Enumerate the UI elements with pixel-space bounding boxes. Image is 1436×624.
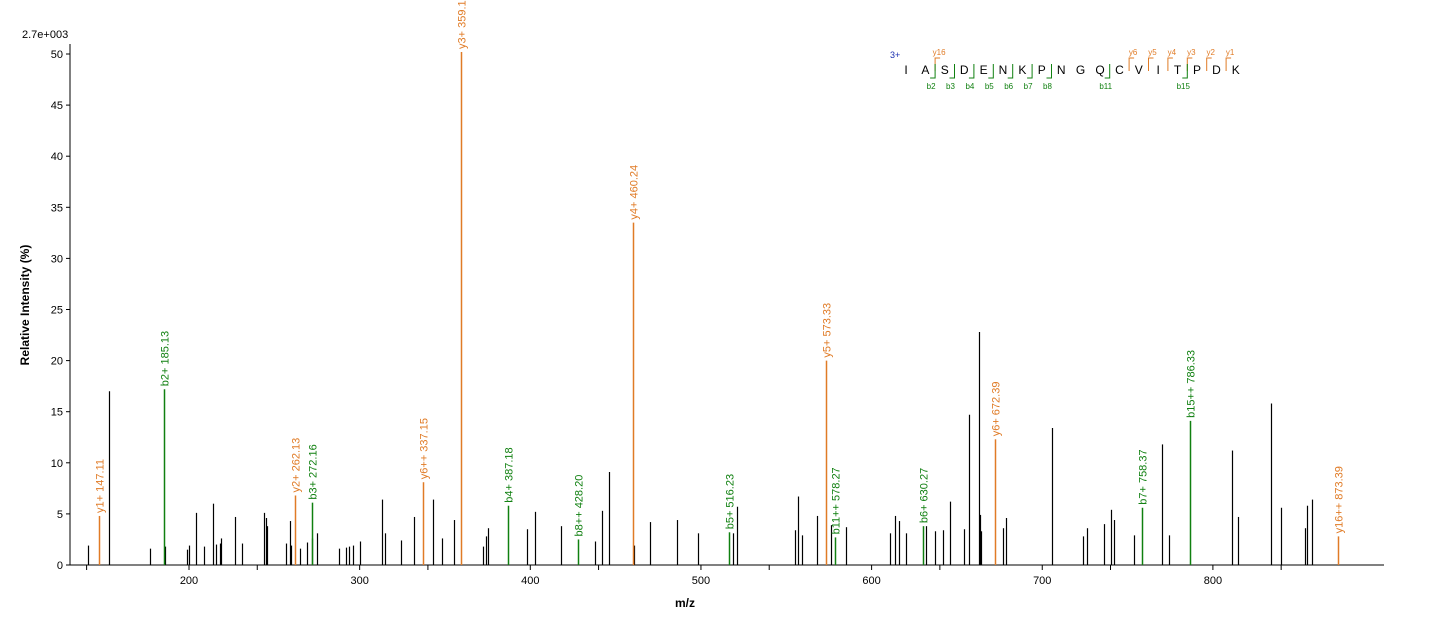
- peak-label: b3+ 272.16: [308, 444, 320, 499]
- axes: [69, 44, 1384, 566]
- peak-label: y6++ 337.15: [419, 418, 431, 479]
- sequence-residue: P: [1193, 63, 1201, 77]
- x-tick-label: 500: [692, 575, 710, 587]
- sequence-residue: I: [904, 63, 907, 77]
- y-tick-label: 40: [51, 151, 63, 163]
- sequence-residue: Q: [1095, 63, 1104, 77]
- x-ticks: 200 300 400 500 600 700 800: [86, 565, 1282, 587]
- x-tick-label: 800: [1204, 575, 1222, 587]
- sequence-residue: C: [1115, 63, 1124, 77]
- sequence-residue: P: [1038, 63, 1046, 77]
- y-ticks: 0 5 10 15 20 25 30 35 40 45 50: [51, 49, 70, 572]
- b-ion-marker: b2: [927, 82, 936, 91]
- y-tick-label: 25: [51, 305, 63, 317]
- sequence-residue: T: [1174, 63, 1182, 77]
- x-tick-label: 700: [1033, 575, 1051, 587]
- x-tick-label: 300: [350, 575, 368, 587]
- y-axis-title: Relative Intensity (%): [18, 245, 32, 366]
- sequence-residue: N: [1057, 63, 1066, 77]
- b-ion-bracket: [968, 64, 975, 79]
- sequence-residue: D: [1212, 63, 1221, 77]
- y-ion-bracket: [1128, 57, 1135, 71]
- y-ion-bracket: [1206, 57, 1212, 71]
- b-ion-marker: b8: [1043, 82, 1052, 91]
- peaks: [87, 51, 1340, 565]
- y-ion-marker: y5: [1148, 48, 1157, 57]
- y-tick-label: 50: [51, 49, 63, 61]
- sequence-residue: V: [1135, 63, 1143, 77]
- b-ion-marker: b3: [946, 82, 955, 91]
- y-ion-marker: y3: [1187, 48, 1196, 57]
- b-ion-marker: b6: [1004, 82, 1013, 91]
- x-tick-label: 600: [862, 575, 880, 587]
- sequence-residue: G: [1076, 63, 1085, 77]
- y-tick-label: 30: [51, 253, 63, 265]
- charge-state-label: 3+: [890, 50, 900, 60]
- b-ion-bracket: [1104, 64, 1111, 79]
- b-ion-bracket: [949, 64, 955, 79]
- peak-label: b2+ 185.13: [160, 331, 172, 386]
- b-ion-bracket: [1046, 64, 1052, 79]
- sequence-residue: N: [999, 63, 1008, 77]
- peak-label: b5+ 516.23: [725, 474, 737, 529]
- sequence-residue: S: [941, 63, 949, 77]
- x-axis-title: m/z: [675, 596, 695, 610]
- y-ion-bracket: [1148, 57, 1154, 71]
- peak-label: b7+ 758.37: [1138, 449, 1150, 504]
- y-tick-label: 35: [51, 202, 63, 214]
- peak-label: y16++ 873.39: [1334, 466, 1346, 533]
- peak-label: b6+ 630.27: [919, 468, 931, 523]
- y-ion-marker: y4: [1168, 48, 1177, 57]
- b-ion-bracket: [988, 64, 994, 79]
- sequence-residue: K: [1018, 63, 1026, 77]
- y-ion-marker: y2: [1206, 48, 1215, 57]
- sequence-residue: K: [1232, 63, 1240, 77]
- peak-label: y3+ 359.19: [457, 0, 469, 49]
- peak-label: b11++ 578.27: [831, 467, 843, 534]
- b-ion-marker: b7: [1024, 82, 1033, 91]
- x-tick-label: 200: [180, 575, 198, 587]
- sequence-residue: E: [980, 63, 988, 77]
- y-ion-marker: y6: [1129, 48, 1138, 57]
- y-ion-marker: y1: [1226, 48, 1235, 57]
- y-tick-label: 20: [51, 356, 63, 368]
- b-ion-bracket: [1182, 64, 1188, 79]
- scale-label: 2.7e+003: [22, 29, 68, 41]
- peak-labels: y1+ 147.11 b2+ 185.13 y2+ 262.13 b3+ 272.16…: [95, 0, 1346, 536]
- b-ion-marker: b11: [1099, 82, 1112, 91]
- b-ion-marker: b15: [1177, 82, 1191, 91]
- y-tick-label: 5: [57, 509, 63, 521]
- b-ion-marker: b4: [965, 82, 974, 91]
- b-ion-bracket: [930, 64, 936, 79]
- peak-label: y1+ 147.11: [95, 459, 107, 513]
- y-tick-label: 0: [57, 560, 63, 572]
- peak-label: y6+ 672.39: [991, 382, 1003, 437]
- b-ion-bracket: [1027, 64, 1033, 79]
- y-tick-label: 15: [51, 407, 63, 419]
- peak-label: y2+ 262.13: [291, 438, 303, 493]
- b-ion-marker: b5: [985, 82, 994, 91]
- sequence-residue: A: [921, 63, 929, 77]
- y-tick-label: 10: [51, 458, 63, 470]
- y-ion-bracket: [934, 57, 941, 71]
- sequence-residue: I: [1157, 63, 1160, 77]
- b-ion-bracket: [1007, 64, 1014, 79]
- x-tick-label: 400: [521, 575, 539, 587]
- y-ion-bracket: [1186, 57, 1193, 71]
- y-ion-bracket: [1225, 57, 1232, 71]
- y-ion-bracket: [1167, 57, 1173, 71]
- y-tick-label: 45: [51, 100, 63, 112]
- peak-label: b8++ 428.20: [574, 475, 586, 537]
- sequence-residue: D: [960, 63, 969, 77]
- peak-label: y5+ 573.33: [822, 303, 834, 358]
- y-ion-marker: y16: [933, 48, 946, 57]
- peak-label: b4+ 387.18: [504, 447, 516, 502]
- peak-label: b15++ 786.33: [1186, 350, 1198, 418]
- peak-label: y4+ 460.24: [629, 165, 641, 220]
